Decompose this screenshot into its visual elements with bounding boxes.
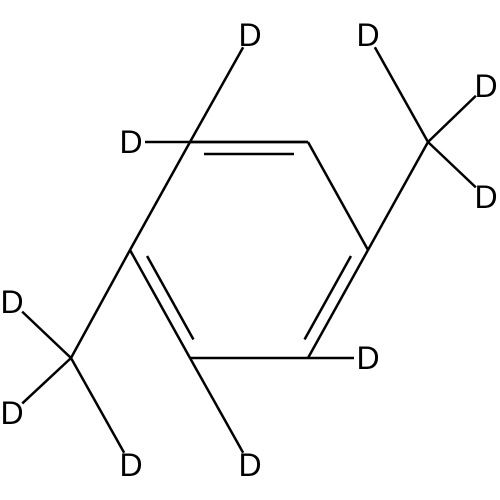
atom-label: D <box>119 124 142 160</box>
atom-label: D <box>0 284 23 320</box>
bond <box>428 142 476 187</box>
atom-label: D <box>474 68 497 104</box>
bond <box>71 358 124 453</box>
atom-label: D <box>356 17 379 53</box>
bond <box>147 256 193 340</box>
atom-label: D <box>356 340 379 376</box>
bond <box>305 256 351 340</box>
labels-layer: D D D D D D D D D D <box>0 17 497 483</box>
atom-label: D <box>238 447 261 483</box>
bond <box>428 96 476 142</box>
atom-label: D <box>474 179 497 215</box>
bond <box>22 358 71 403</box>
atom-label: D <box>238 17 261 53</box>
bond <box>375 47 428 142</box>
atom-label: D <box>119 447 142 483</box>
molecule-diagram: D D D D D D D D D D <box>0 0 500 500</box>
bond <box>22 312 71 358</box>
bond <box>130 250 190 358</box>
bond <box>190 358 243 453</box>
bond <box>190 47 243 142</box>
bond <box>368 142 428 250</box>
atom-label: D <box>0 395 23 431</box>
bond <box>308 142 368 250</box>
bonds-layer <box>22 47 476 453</box>
bond <box>71 250 130 358</box>
